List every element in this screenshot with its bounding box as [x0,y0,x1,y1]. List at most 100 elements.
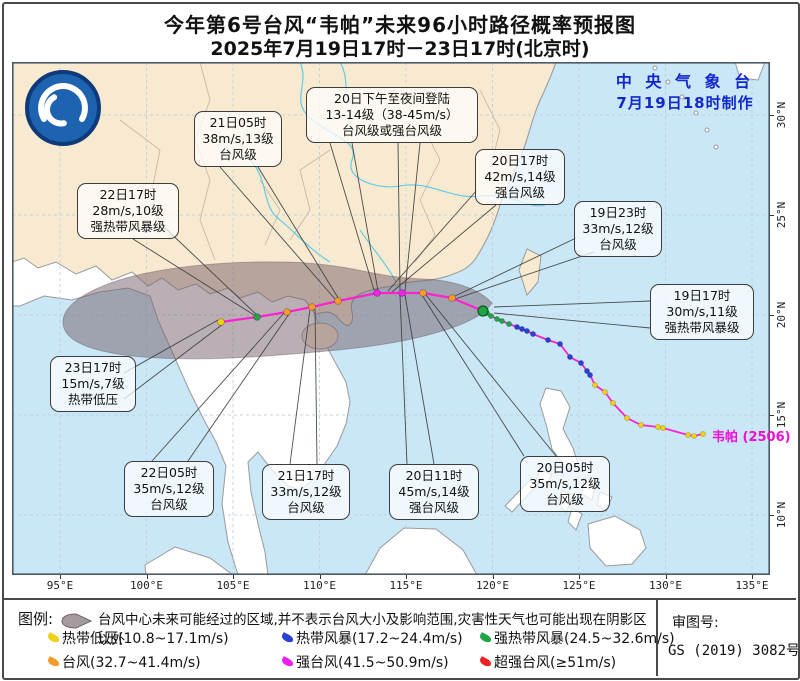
legend-item-sts: 强热带风暴(24.5~32.6m/s) [478,628,675,648]
review-number-value: GS (2019) 3082号 [668,643,800,659]
current-position-marker [477,305,489,317]
forecast-track-point [217,318,225,326]
lon-tick-mark [146,575,148,579]
observed-track-point [567,354,573,360]
lon-tick-label: 95°E [46,579,74,592]
lat-tick-label: 25°N [775,201,788,229]
probability-cone [62,261,493,360]
observed-track-point [700,431,706,437]
lon-tick-label: 110°E [302,579,337,592]
lat-tick-label: 10°N [775,501,788,529]
legend-item-sty: 强台风(41.5~50.9m/s) [280,652,449,672]
sumatra-island [144,546,234,575]
callout-21d17h: 21日17时 33m/s,12级 台风级 [262,464,350,520]
observed-track-point [530,331,536,337]
forecast-track-point [334,297,342,305]
callout-22d17h: 22日17时 28m/s,10级 强热带风暴级 [77,183,179,239]
forecast-track-point [253,313,261,321]
lon-tick-label: 130°E [648,579,683,592]
map-border [12,62,770,575]
callout-20d11h: 20日11时 45m/s,14级 强台风级 [389,464,479,520]
page-subtitle: 2025年7月19日17时－23日17时(北京时) [210,38,590,60]
lat-tick-mark [770,215,774,216]
forecast-track-line [220,291,484,324]
lon-tick-mark [752,575,753,579]
sty-marker-icon [280,656,295,668]
lon-tick-mark [665,575,667,579]
callout-20d05h: 20日05时 35m/s,12级 台风级 [520,456,610,512]
observed-track-point [691,433,697,439]
legend-divider [656,600,658,676]
observed-track-point [488,313,494,319]
lat-tick-mark [770,115,774,116]
islands [144,62,766,575]
callout-22d05h: 22日05时 35m/s,12级 台风级 [124,461,214,517]
observed-track-point [514,324,520,330]
observed-track-point [685,432,691,438]
credit-made-time: 7月19日18时制作 [616,94,754,112]
lon-tick-mark [319,575,321,579]
cma-logo [25,70,101,146]
observed-track-point [499,318,505,324]
forecast-track-point [373,289,381,297]
observed-track-point [587,372,593,378]
lat-tick-label: 20°N [775,301,788,329]
storm-name-label: 韦帕 (2506) [712,430,791,445]
lon-tick-label: 135°E [735,579,769,592]
observed-track-point [592,382,598,388]
credit-agency: 中 央 气 象 台 [615,72,755,91]
callout-19d17h: 19日17时 30m/s,11级 强热带风暴级 [650,284,754,340]
ty-marker-icon [46,656,61,668]
legend-item-ts: 热带风暴(17.2~24.4m/s) [280,628,463,648]
page-title: 今年第6号台风“韦帕”未来96小时路径概率预报图 [163,13,637,37]
cone-legend-icon [61,613,93,629]
lat-tick-mark [770,515,774,516]
observed-track-point [506,321,512,327]
lat-tick-label: 30°N [775,101,788,129]
ryukyu-islands [652,62,766,150]
observed-track-point [655,424,661,430]
forecast-track-point [308,303,316,311]
legend-title: 图例: [18,610,54,628]
lat-tick-mark [770,415,774,416]
callout-23d17h: 23日17时 15m/s,7级 热带低压 [50,356,136,412]
lon-tick-label: 100°E [129,579,164,592]
observed-track-point [545,337,551,343]
observed-track-point [584,368,590,374]
observed-track-point [624,415,630,421]
legend-item-superty: 超强台风(≥51m/s) [478,652,616,672]
callout-20d17h: 20日17时 42m/s,14级 强台风级 [475,149,565,205]
lon-tick-mark [233,575,234,579]
observed-track-point [519,326,525,332]
observed-track-point [610,400,616,406]
observed-track-point [494,316,500,322]
lon-tick-label: 125°E [562,579,596,592]
lon-tick-mark [492,575,494,579]
legend-panel: 图例: 台风中心未来可能经过的区域,并不表示台风大小及影响范围,灾害性天气也可能… [4,598,800,676]
review-number-label: 审图号: [672,615,719,631]
lon-tick-label: 120°E [475,579,510,592]
taiwan-island [518,248,542,297]
forecast-track-point [398,289,406,297]
lon-tick-label: 105°E [216,579,250,592]
credit-block: 中 央 气 象 台 7月19日18时制作 [600,68,770,113]
legend-cone-text: 台风中心未来可能经过的区域,并不表示台风大小及影响范围,灾害性天气也可能出现在阴… [98,612,647,648]
observed-track-point [578,360,584,366]
legend-item-td: 热带低压(10.8~17.1m/s) [46,628,229,648]
lat-tick-mark [770,315,774,316]
borneo-island [364,527,478,575]
lon-tick-mark [406,575,407,579]
observed-track-point [524,328,530,334]
lon-tick-mark [60,575,61,579]
forecast-track-point [283,308,291,316]
observed-track-point [602,389,608,395]
callout-21d05h: 21日05时 38m/s,13级 台风级 [194,111,282,167]
observed-track-point [638,422,644,428]
lon-tick-label: 115°E [389,579,423,592]
typhoon-track-layer [217,289,706,439]
lon-tick-mark [579,575,580,579]
callout-leader-lines [123,142,651,465]
callout-landfall: 20日下午至夜间登陆 13-14级（38-45m/s） 台风级或强台风级 [306,87,478,143]
forecast-track-point [448,294,456,302]
observed-track-point [660,425,666,431]
